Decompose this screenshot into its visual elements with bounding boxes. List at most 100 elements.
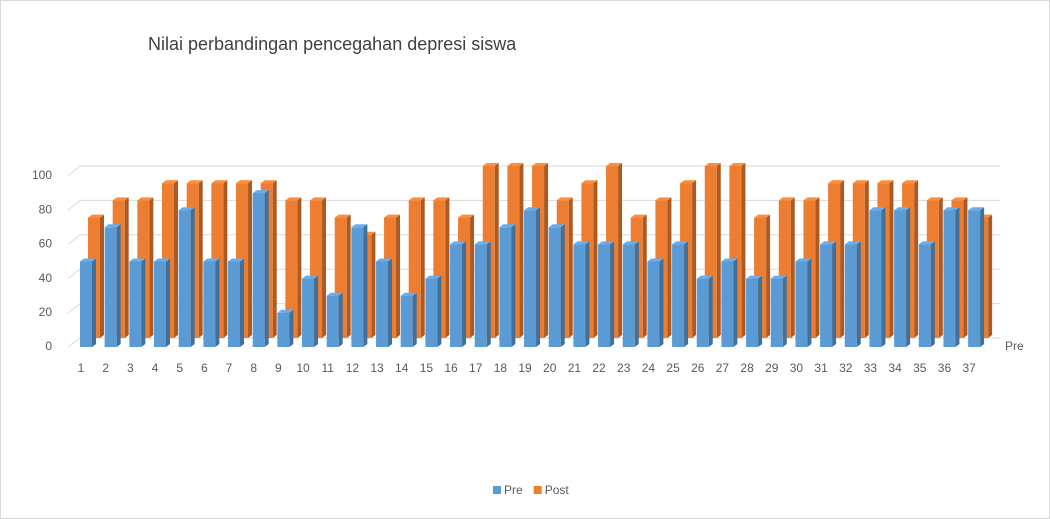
bar-side xyxy=(782,275,787,347)
legend-swatch xyxy=(493,486,501,494)
x-tick-label: 8 xyxy=(250,361,257,375)
bar-top xyxy=(696,275,713,279)
bar-top xyxy=(326,292,343,296)
bar-top xyxy=(647,258,664,262)
grid-line-side xyxy=(67,165,81,177)
bar xyxy=(746,278,759,347)
bar-side xyxy=(708,275,713,347)
bar xyxy=(129,261,142,347)
bar-top xyxy=(88,214,104,218)
bar-top xyxy=(721,258,738,262)
bar-side xyxy=(346,214,351,338)
bar xyxy=(943,210,956,347)
bar-side xyxy=(790,197,795,338)
bar-side xyxy=(92,258,96,347)
x-tick-label: 1 xyxy=(78,361,85,375)
x-tick-label: 25 xyxy=(666,361,680,375)
x-tick-label: 14 xyxy=(395,361,409,375)
x-tick-label: 4 xyxy=(152,361,159,375)
grid-line-side xyxy=(67,303,81,314)
bar-side xyxy=(240,258,245,347)
bar xyxy=(400,295,413,347)
bar xyxy=(524,210,537,347)
bar-top xyxy=(112,197,129,201)
x-tick-label: 26 xyxy=(691,361,705,375)
bar-side xyxy=(684,241,689,347)
bar xyxy=(672,244,685,347)
bar-side xyxy=(593,180,598,338)
bar-side xyxy=(494,163,499,338)
bar xyxy=(285,200,298,338)
bar-top xyxy=(400,292,417,296)
bar-top xyxy=(844,241,861,245)
bar-side xyxy=(536,207,541,347)
bar-side xyxy=(618,163,623,338)
bar xyxy=(228,261,241,347)
bar-side xyxy=(396,214,401,338)
bar-side xyxy=(198,180,203,338)
bar-side xyxy=(248,180,253,338)
x-tick-label: 7 xyxy=(226,361,233,375)
bar xyxy=(968,210,981,347)
bar-top xyxy=(828,180,845,184)
bar xyxy=(598,244,611,347)
bar-side xyxy=(486,241,491,347)
bar-top xyxy=(852,180,869,184)
y-tick-label: 20 xyxy=(39,305,53,319)
bar xyxy=(696,278,709,347)
bar xyxy=(573,244,586,347)
bar-side xyxy=(914,180,919,338)
bar-top xyxy=(926,197,943,201)
depth-axis-label: Pre xyxy=(1005,339,1024,353)
bar-top xyxy=(458,214,475,218)
bar xyxy=(326,295,339,347)
bar-top xyxy=(178,207,195,211)
x-tick-label: 16 xyxy=(444,361,458,375)
x-tick-label: 15 xyxy=(420,361,434,375)
bar-side xyxy=(371,231,376,338)
bar-top xyxy=(433,197,450,201)
bar-side xyxy=(568,197,573,338)
bar-top xyxy=(507,163,524,166)
bar xyxy=(425,278,438,347)
bar-top xyxy=(951,197,968,201)
bar-top xyxy=(425,275,442,279)
bar xyxy=(721,261,734,347)
x-tick-label: 29 xyxy=(765,361,779,375)
bar-top xyxy=(820,241,837,245)
bar xyxy=(647,261,660,347)
x-tick-label: 6 xyxy=(201,361,208,375)
bar-top xyxy=(556,197,573,201)
bar-top xyxy=(252,190,269,194)
bar-top xyxy=(729,163,746,166)
bar-top xyxy=(376,258,393,262)
bar-top xyxy=(770,275,787,279)
x-tick-label: 18 xyxy=(494,361,508,375)
bar xyxy=(844,244,857,347)
x-tick-label: 23 xyxy=(617,361,631,375)
bar-top xyxy=(746,275,763,279)
bar-side xyxy=(980,207,985,347)
bar xyxy=(302,278,315,347)
bar-top xyxy=(877,180,894,184)
bar-side xyxy=(215,258,220,347)
grid-line-side xyxy=(67,234,81,245)
bar-top xyxy=(581,180,598,184)
bar-top xyxy=(918,241,935,245)
bar-top xyxy=(154,258,171,262)
x-tick-label: 28 xyxy=(740,361,754,375)
bar-side xyxy=(511,224,516,347)
bar xyxy=(474,244,487,347)
bar-top xyxy=(499,224,516,228)
x-tick-label: 34 xyxy=(888,361,902,375)
bar-side xyxy=(807,258,812,347)
x-tick-label: 5 xyxy=(176,361,183,375)
bar-top xyxy=(104,224,121,228)
bar-top xyxy=(310,197,327,201)
bar xyxy=(178,210,191,347)
bar-side xyxy=(116,224,121,347)
bar-top xyxy=(894,207,911,211)
bar-side xyxy=(223,180,228,338)
